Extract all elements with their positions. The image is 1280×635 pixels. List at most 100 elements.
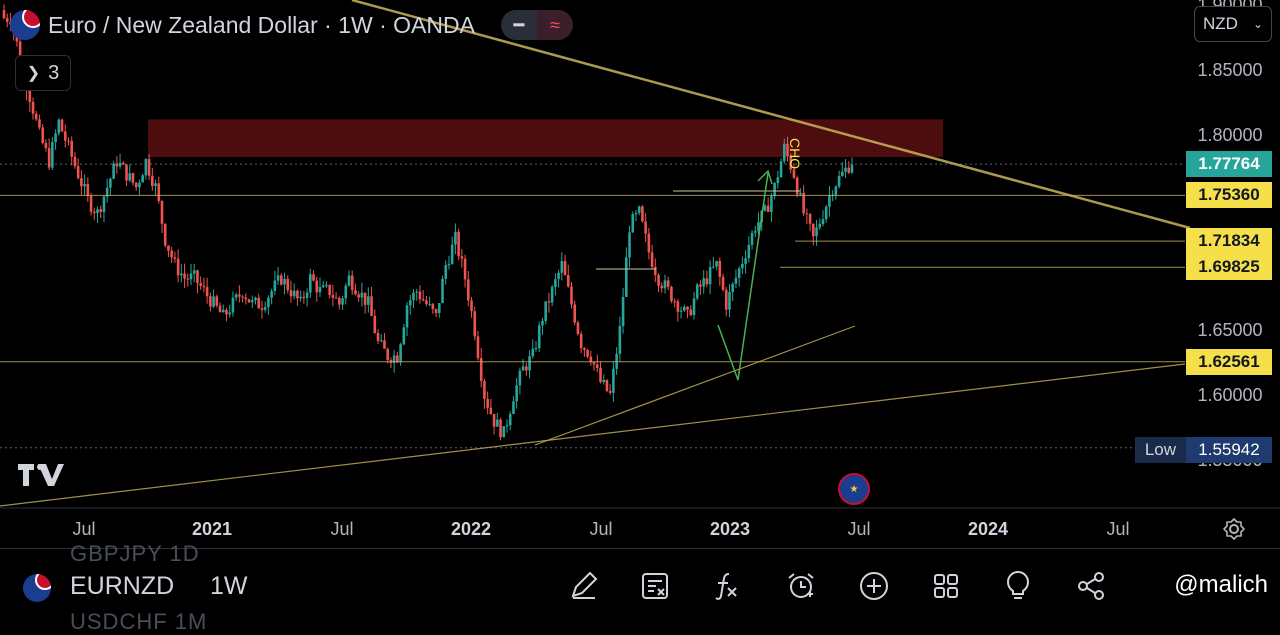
candle-body: [782, 143, 786, 162]
events-flag-icon[interactable]: ★: [838, 473, 870, 505]
candle-body: [525, 366, 528, 371]
indicators-collapse-button[interactable]: ❯ 3: [15, 55, 71, 91]
ideas-button[interactable]: [1001, 569, 1035, 603]
timeframe[interactable]: 1W: [210, 572, 248, 600]
candle-body: [557, 272, 560, 280]
candle-body: [844, 167, 847, 172]
candle-body: [199, 283, 202, 286]
candle-body: [489, 407, 493, 414]
candle-body: [44, 142, 48, 149]
last-price-badge: 1.77764: [1186, 151, 1272, 178]
candle-body: [689, 309, 693, 316]
candle-body: [699, 284, 702, 287]
candle-body: [254, 297, 257, 301]
candle-body: [180, 273, 183, 276]
candle-body: [112, 163, 115, 179]
wave-icon[interactable]: ≈: [536, 10, 573, 40]
candle-body: [238, 294, 241, 297]
share-button[interactable]: [1074, 569, 1108, 603]
candle-body: [141, 175, 144, 183]
candle-body: [789, 155, 793, 170]
candle-body: [621, 296, 625, 327]
symbol-flag-icon: [23, 574, 51, 602]
candle-body: [724, 289, 728, 310]
candle-body: [802, 192, 805, 214]
chevron-down-icon: ⌄: [1252, 17, 1263, 31]
candle-body: [712, 266, 715, 268]
candle-body: [289, 290, 293, 297]
candle-body: [644, 221, 647, 234]
x-tick-label: Jul: [847, 519, 870, 539]
candle-body: [570, 286, 573, 305]
candle-body: [492, 413, 496, 427]
candle-body: [737, 268, 741, 278]
chart-title[interactable]: Euro / New Zealand Dollar · 1W · OANDA: [48, 11, 475, 38]
candle-body: [483, 381, 486, 399]
candle-body: [605, 379, 609, 391]
candle-body: [154, 183, 157, 187]
candle-body: [447, 263, 451, 266]
candle-body: [399, 344, 402, 363]
candle-body: [67, 140, 70, 142]
symbol-name[interactable]: EURNZD: [70, 572, 175, 600]
short-ascending-trendline: [534, 325, 856, 446]
candle-body: [812, 223, 815, 237]
draw-tool-button[interactable]: [566, 569, 600, 603]
candle-body: [34, 113, 38, 120]
y-tick-label: 1.60000: [1197, 385, 1262, 405]
minus-icon[interactable]: ━: [500, 10, 537, 40]
candle-body: [392, 355, 396, 363]
candle-body: [470, 300, 473, 312]
add-button[interactable]: [857, 569, 891, 603]
candle-body: [347, 275, 351, 286]
candle-body: [299, 296, 302, 299]
level-price-badge: 1.62561: [1186, 348, 1272, 375]
candle-body: [350, 275, 354, 291]
candle-body: [850, 164, 854, 173]
candle-body: [325, 284, 328, 286]
candle-body: [821, 219, 825, 225]
candle-body: [5, 18, 9, 22]
candle-body: [354, 290, 357, 295]
arrow-head: [757, 169, 773, 185]
candle-body: [267, 297, 270, 308]
candle-body: [31, 101, 35, 114]
candle-body: [305, 292, 309, 298]
candle-body: [515, 385, 518, 402]
grid-icon: [934, 574, 958, 598]
candle-body: [657, 275, 660, 286]
candle-body: [292, 290, 296, 297]
x-tick-label: Jul: [330, 519, 353, 539]
candle-body: [125, 164, 128, 181]
candle-body: [486, 398, 489, 408]
candle-body: [618, 326, 622, 354]
candle-body: [670, 286, 673, 302]
candle-body: [176, 258, 180, 276]
candle-body: [676, 301, 680, 312]
share-icon: [1078, 572, 1104, 600]
candle-body: [631, 214, 635, 233]
candle-body: [744, 258, 747, 264]
candle-body: [186, 278, 190, 280]
candle-body: [215, 296, 219, 306]
eur-nzd-flag-icon: [10, 10, 40, 40]
layout-button[interactable]: [929, 569, 963, 603]
chart-toggle-pill[interactable]: ━ ≈: [500, 10, 573, 40]
candle-body: [773, 183, 776, 197]
settings-gear-icon[interactable]: [1222, 517, 1246, 541]
candle-body: [157, 183, 161, 201]
low-price-badge: Low 1.55942: [1134, 437, 1272, 463]
candle-body: [118, 162, 122, 167]
indicators-button[interactable]: [710, 569, 744, 603]
candle-body: [599, 368, 602, 382]
candle-body: [434, 309, 438, 313]
alert-button[interactable]: [784, 569, 818, 603]
candle-body: [41, 127, 44, 143]
candle-body: [105, 187, 109, 197]
currency-selector[interactable]: NZD ⌄: [1194, 6, 1272, 42]
candle-body: [457, 231, 460, 257]
x-tick-label: Jul: [1106, 519, 1129, 539]
candle-body: [463, 258, 467, 280]
object-tree-button[interactable]: [638, 569, 672, 603]
